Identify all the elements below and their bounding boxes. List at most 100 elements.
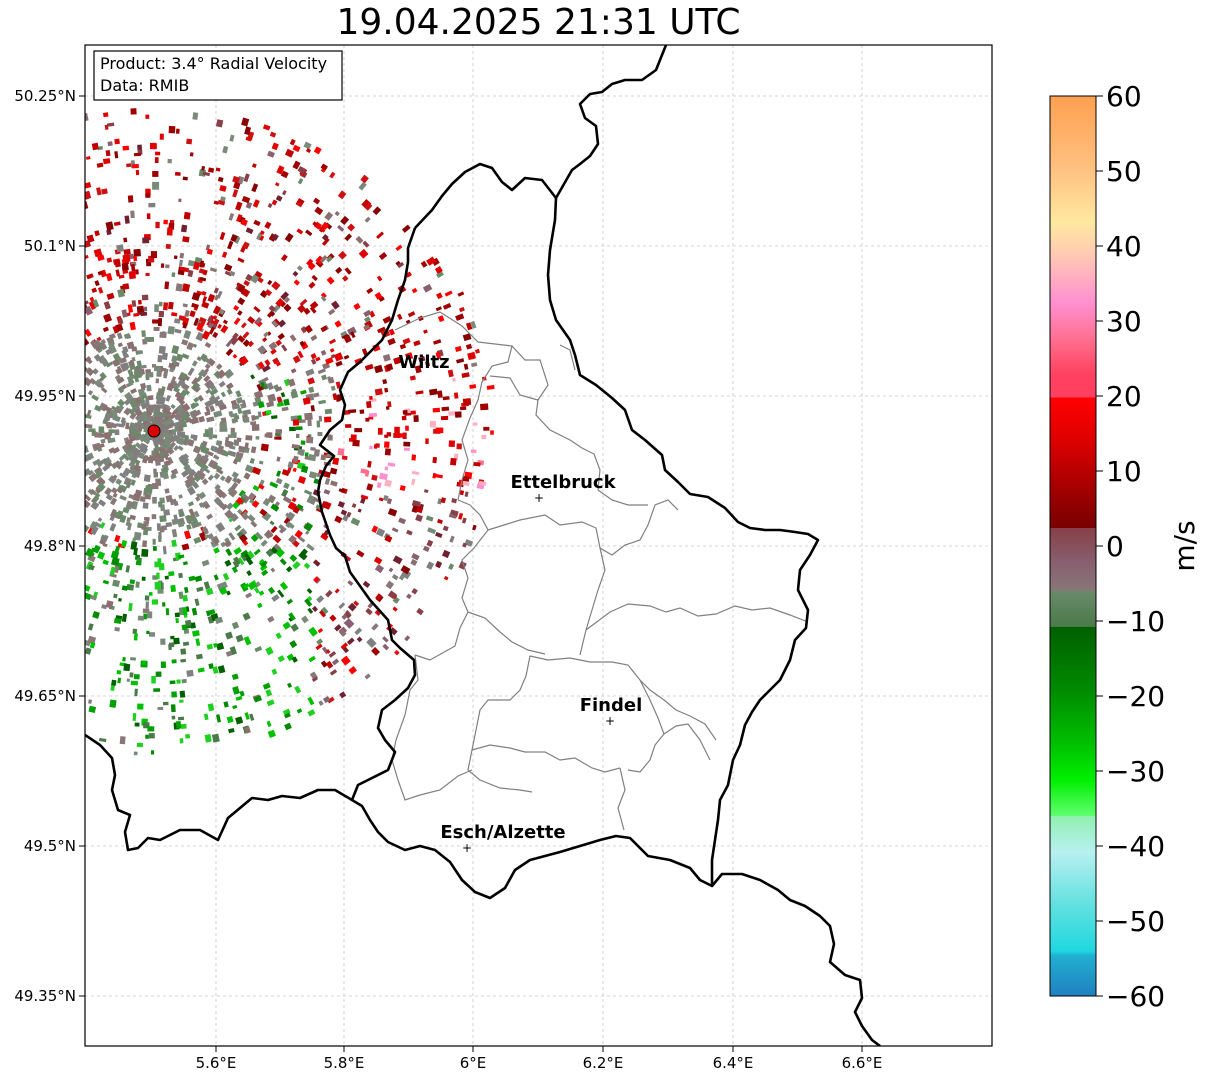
radar-pixel [198, 531, 207, 542]
radar-pixel [187, 501, 195, 507]
radar-pixel [140, 402, 149, 410]
radar-pixel [196, 322, 204, 332]
radar-pixel [396, 313, 403, 320]
radar-pixel [242, 583, 250, 589]
radar-pixel [123, 237, 128, 243]
radar-pixel [121, 613, 128, 622]
radar-pixel [329, 669, 338, 676]
radar-pixel [206, 513, 213, 520]
radar-pixel [411, 287, 418, 294]
radar-pixel [271, 320, 279, 328]
radar-pixel [114, 429, 120, 436]
radar-pixel [398, 517, 407, 525]
radar-pixel [102, 579, 110, 585]
radar-pixel [156, 572, 160, 579]
radar-pixel [129, 672, 134, 678]
radar-pixel [245, 556, 254, 566]
radar-pixel [483, 426, 490, 431]
radar-pixel [277, 655, 285, 663]
radar-pixel [376, 231, 384, 239]
radar-pixel [189, 310, 196, 318]
radar-pixel [147, 404, 154, 414]
radar-pixel [186, 669, 194, 677]
radar-pixel [133, 633, 138, 641]
radar-pixel [425, 361, 431, 367]
radar-pixel [467, 351, 476, 361]
radar-pixel [153, 546, 157, 551]
radar-pixel [402, 337, 411, 345]
radar-pixel [162, 546, 167, 555]
radar-pixel [266, 720, 272, 727]
radar-pixel [111, 446, 120, 454]
radar-pixel [358, 248, 369, 259]
radar-pixel [217, 323, 223, 329]
lat-tick-label: 49.65°N [14, 687, 76, 705]
radar-pixel [170, 584, 176, 593]
radar-pixel [462, 542, 467, 548]
radar-pixel [121, 262, 129, 271]
radar-pixel [266, 432, 273, 438]
radar-pixel [307, 419, 312, 427]
radar-pixel [105, 493, 114, 501]
radar-pixel [193, 396, 200, 403]
radar-pixel [127, 304, 134, 313]
colorbar: 60 50 40 30 20 10 0 −10 −20 −30 −40 −50 −60 m/s [1049, 80, 1201, 1013]
radar-pixel [297, 166, 307, 174]
radar-pixel [457, 291, 465, 297]
radar-pixel [341, 455, 348, 460]
radar-pixel [300, 326, 308, 333]
radar-pixel [463, 363, 469, 370]
radar-pixel [429, 388, 438, 396]
radar-pixel [144, 595, 150, 601]
radar-pixel [141, 330, 146, 337]
radar-pixel [306, 494, 317, 505]
radar-pixel [387, 337, 396, 346]
radar-pixel [177, 445, 184, 452]
radar-pixel [432, 456, 437, 464]
radar-pixel [171, 272, 176, 278]
radar-pixel [382, 353, 391, 362]
radar-pixel [395, 244, 403, 252]
radar-pixel [168, 125, 176, 134]
radar-pixel [242, 612, 251, 621]
radar-pixel [121, 349, 128, 357]
radar-pixel [341, 333, 349, 340]
radar-pixel [176, 394, 185, 404]
radar-pixel [107, 122, 115, 127]
radar-pixel [133, 464, 142, 473]
radar-pixel [254, 645, 263, 653]
radar-pixel [130, 657, 137, 661]
radar-pixel [305, 530, 310, 535]
radar-pixel [267, 150, 275, 158]
radar-pixel [122, 254, 131, 263]
radar-pixel [129, 412, 137, 420]
radar-pixel [190, 622, 197, 629]
radar-pixel [133, 751, 138, 756]
radar-pixel [171, 345, 180, 355]
radar-pixel [151, 514, 157, 520]
radar-pixel [364, 363, 374, 371]
radar-pixel [297, 178, 304, 185]
radar-pixel [407, 311, 416, 318]
radar-pixel [145, 114, 150, 119]
lon-tick-label: 6.4°E [713, 1054, 754, 1072]
radar-pixel [135, 169, 140, 176]
radar-pixel [173, 386, 180, 394]
radar-pixel [302, 397, 311, 405]
radar-pixel [213, 200, 219, 205]
radar-pixel [130, 388, 138, 395]
radar-pixel [192, 446, 201, 454]
radar-pixel [85, 338, 90, 346]
radar-pixel [271, 594, 280, 602]
radar-pixel [204, 379, 215, 390]
info-product: Product: 3.4° Radial Velocity [100, 54, 327, 73]
radar-pixel [233, 305, 240, 311]
radar-pixel [305, 148, 312, 154]
radar-pixel [324, 211, 334, 221]
radar-pixel [339, 691, 347, 699]
radar-pixel [129, 579, 135, 585]
radar-pixel [353, 302, 361, 311]
radar-pixel [160, 263, 165, 268]
radar-pixel [266, 310, 275, 318]
radar-pixel [300, 440, 306, 445]
